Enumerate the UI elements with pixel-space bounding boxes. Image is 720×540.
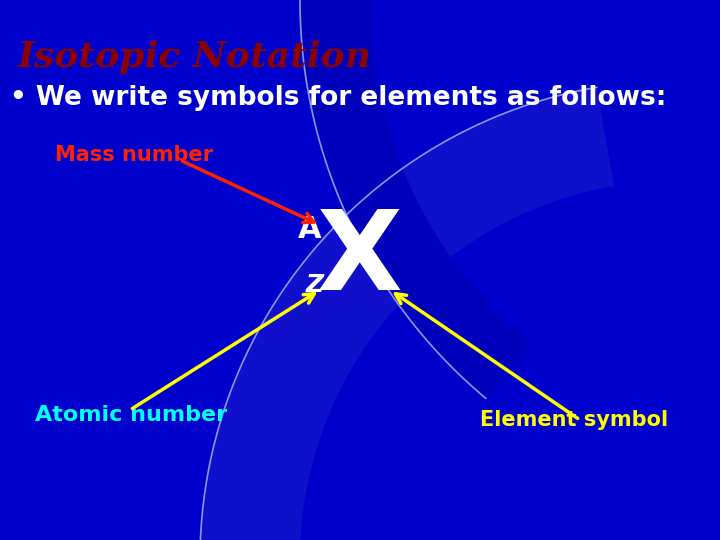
Polygon shape [300, 0, 531, 399]
Text: X: X [318, 206, 402, 314]
Text: Isotopic Notation: Isotopic Notation [18, 40, 372, 74]
Text: A: A [298, 215, 322, 245]
Text: Element symbol: Element symbol [480, 410, 668, 430]
Text: Mass number: Mass number [55, 145, 213, 165]
Text: Z: Z [306, 273, 324, 297]
Polygon shape [200, 87, 614, 540]
Text: Atomic number: Atomic number [35, 405, 227, 425]
Text: • We write symbols for elements as follows:: • We write symbols for elements as follo… [10, 85, 667, 111]
